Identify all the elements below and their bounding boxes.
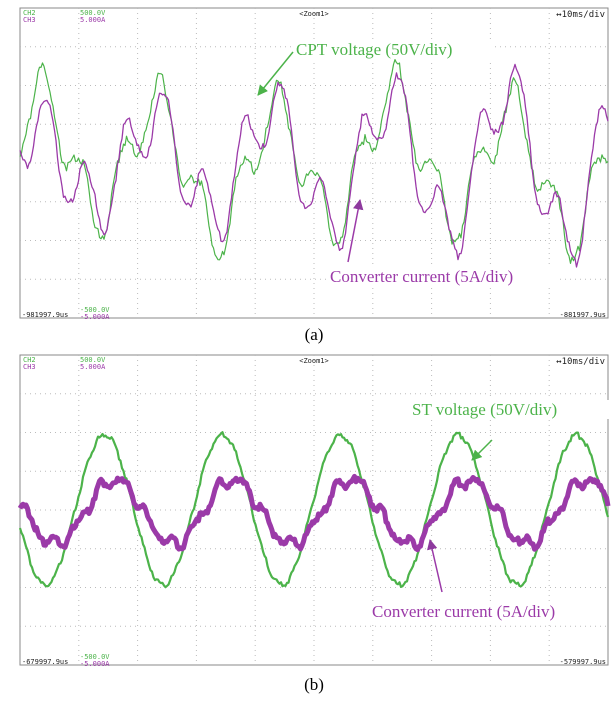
caption: (a) [305, 325, 324, 344]
figure: CH2CH3500.0V5.000A<Zoom1>↔10ms/div-500.0… [0, 0, 611, 702]
timebase-label: ↔10ms/div [556, 10, 605, 20]
scope-panel: CH2CH3500.0V5.000A<Zoom1>↔10ms/div-500.0… [20, 355, 610, 694]
scale-label: 5.000A [80, 363, 106, 371]
caption: (b) [304, 675, 324, 694]
time-end: -579997.9us [560, 658, 606, 666]
timebase-label: ↔10ms/div [556, 357, 605, 367]
channel-label: CH3 [23, 16, 36, 24]
scale-label: 5.000A [80, 16, 106, 24]
time-start: -981997.9us [22, 311, 68, 319]
time-start: -679997.9us [22, 658, 68, 666]
zoom-label: <Zoom1> [299, 10, 329, 18]
current-annotation: Converter current (5A/div) [330, 267, 513, 286]
current-annotation: Converter current (5A/div) [372, 602, 555, 621]
scope-panel: CH2CH3500.0V5.000A<Zoom1>↔10ms/div-500.0… [20, 8, 608, 344]
channel-label: CH3 [23, 363, 36, 371]
scale-label: -5.000A [80, 313, 110, 321]
time-end: -881997.9us [560, 311, 606, 319]
scale-label: -5.000A [80, 660, 110, 668]
voltage-annotation: ST voltage (50V/div) [412, 400, 557, 419]
voltage-annotation: CPT voltage (50V/div) [296, 40, 452, 59]
zoom-label: <Zoom1> [299, 357, 329, 365]
